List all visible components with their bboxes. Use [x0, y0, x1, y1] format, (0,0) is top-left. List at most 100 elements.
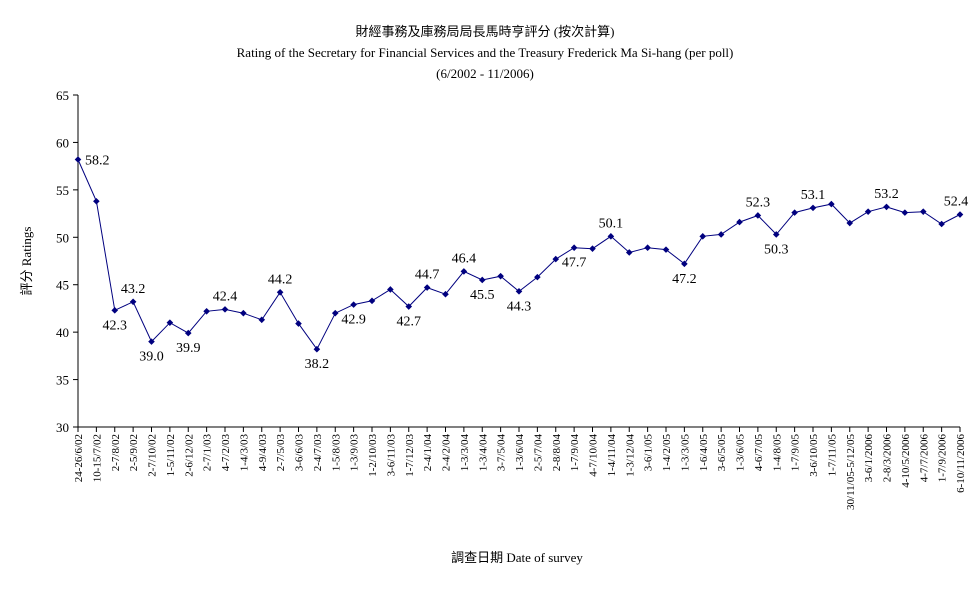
data-point — [938, 220, 945, 228]
x-tick-label: 1-3/3/05 — [679, 434, 691, 472]
x-tick-label: 3-6/11/03 — [385, 434, 397, 477]
x-axis-label: 調查日期 Date of survey — [451, 550, 583, 565]
data-point — [699, 233, 707, 240]
data-point — [809, 204, 817, 212]
data-label: 50.3 — [764, 242, 789, 257]
chart-date-range: (6/2002 - 11/2006) — [436, 66, 534, 81]
chart-title: 財經事務及庫務局局長馬時亨評分 (按次計算) — [356, 24, 615, 39]
data-label: 58.2 — [85, 154, 110, 169]
data-label: 42.3 — [103, 318, 128, 333]
data-point — [919, 208, 927, 215]
y-axis-label: 評分 Ratings — [19, 227, 34, 296]
x-tick-label: 1-3/4/04 — [477, 434, 489, 472]
data-point — [625, 249, 633, 256]
data-point — [258, 316, 266, 324]
data-label: 52.3 — [746, 195, 771, 210]
y-tick-label: 40 — [56, 325, 69, 340]
data-label: 43.2 — [121, 282, 146, 297]
y-tick-label: 35 — [56, 373, 69, 388]
data-label: 42.7 — [397, 315, 422, 330]
x-tick-label: 2-6/12/02 — [183, 434, 195, 477]
data-point — [148, 338, 155, 345]
data-label: 50.1 — [599, 216, 624, 231]
x-tick-label: 2-4/1/04 — [422, 434, 434, 472]
data-point — [295, 320, 302, 327]
x-tick-label: 1-3/6/04 — [514, 434, 526, 472]
data-point — [74, 156, 82, 163]
data-point — [129, 298, 137, 306]
data-label: 47.7 — [562, 256, 587, 271]
x-tick-label: 1-7/9/05 — [790, 434, 802, 472]
x-tick-label: 1-7/9/2006 — [937, 434, 949, 483]
x-tick-label: 2-7/8/02 — [110, 434, 122, 471]
y-tick-label: 60 — [56, 135, 69, 150]
data-label: 53.2 — [874, 187, 899, 202]
data-label: 42.9 — [341, 313, 366, 328]
data-point — [203, 307, 210, 315]
data-point — [534, 273, 541, 281]
plot-area: 30 35 40 45 50 55 60 65 24-26/6/02 10-15/7/02 2-7/… — [56, 88, 968, 510]
data-point — [515, 288, 523, 295]
data-point — [644, 244, 651, 252]
data-point — [681, 260, 688, 268]
data-point — [662, 246, 670, 253]
data-label: 38.2 — [305, 357, 330, 372]
x-tick-label: 2-7/5/03 — [275, 434, 287, 472]
y-tick-label: 65 — [56, 88, 69, 103]
series-line — [77, 159, 961, 351]
data-point — [772, 231, 780, 238]
x-tick-label: 3-6/1/2006 — [863, 434, 875, 483]
data-point — [754, 212, 762, 219]
data-point — [111, 307, 119, 314]
data-point — [589, 245, 596, 252]
data-point — [828, 200, 835, 208]
x-tick-label: 1-7/11/05 — [826, 434, 838, 477]
x-tick-label: 1-5/8/03 — [330, 434, 342, 472]
x-tick-label: 2-8/3/2006 — [882, 434, 894, 483]
x-tick-label: 2-5/7/04 — [532, 434, 544, 472]
data-point — [736, 218, 743, 226]
x-tick-label: 1-6/4/05 — [698, 434, 710, 472]
x-tick-label: 1-4/3/03 — [238, 434, 250, 472]
x-tick-label: 30/11/05-5/12/05 — [845, 434, 857, 510]
x-tick-label: 24-26/6/02 — [73, 434, 85, 482]
data-point — [552, 255, 560, 263]
data-point — [791, 209, 798, 216]
data-label: 39.0 — [139, 350, 164, 365]
data-label: 53.1 — [801, 188, 826, 203]
data-point — [166, 319, 174, 326]
y-tick-label: 45 — [56, 278, 69, 293]
data-point — [276, 289, 284, 296]
x-tick-label: 1-4/2/05 — [661, 434, 673, 472]
data-label: 47.2 — [672, 272, 697, 287]
x-tick-label: 3-6/1/05 — [643, 434, 655, 472]
x-tick-label: 3-6/5/05 — [716, 434, 728, 472]
x-tick-label: 1-4/8/05 — [771, 434, 783, 472]
y-tick-label: 30 — [56, 420, 69, 435]
data-point — [240, 309, 247, 317]
data-point — [883, 203, 890, 211]
data-point — [442, 290, 449, 298]
x-tick-label: 2-7/10/02 — [147, 434, 159, 477]
x-tick-label: 2-7/1/03 — [202, 434, 214, 472]
x-tick-label: 1-2/10/03 — [367, 434, 379, 477]
x-tick-label: 1-3/6/05 — [735, 434, 747, 472]
x-tick-label: 4-10/5/2006 — [900, 434, 912, 488]
data-point — [313, 345, 321, 353]
data-label: 44.2 — [268, 272, 293, 287]
x-tick-label: 3-6/10/05 — [808, 434, 820, 477]
x-tick-label: 1-3/3/04 — [459, 434, 471, 472]
data-point — [497, 272, 504, 280]
chart-subtitle: Rating of the Secretary for Financial Se… — [237, 45, 734, 60]
x-tick-label: 6-10/11/2006 — [955, 434, 967, 493]
data-point — [717, 231, 725, 238]
data-point — [478, 276, 486, 284]
data-point — [405, 303, 413, 310]
data-label: 39.9 — [176, 341, 201, 356]
data-point — [423, 284, 431, 291]
x-tick-label: 2-5/9/02 — [128, 434, 140, 471]
x-tick-label: 4-7/10/04 — [588, 434, 600, 477]
data-point — [864, 208, 872, 215]
data-point — [93, 197, 100, 205]
